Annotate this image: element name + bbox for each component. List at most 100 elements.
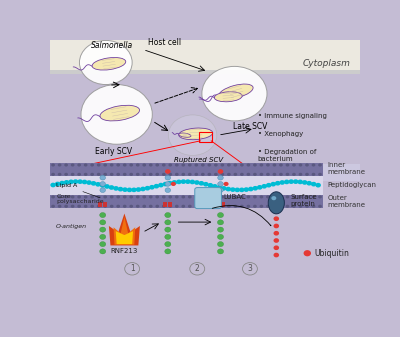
Ellipse shape xyxy=(268,192,284,214)
Circle shape xyxy=(100,249,106,254)
Circle shape xyxy=(162,163,166,166)
FancyBboxPatch shape xyxy=(195,188,222,209)
Text: 3: 3 xyxy=(248,264,252,273)
Text: Ubiquitin: Ubiquitin xyxy=(314,249,349,258)
Circle shape xyxy=(182,205,185,208)
Circle shape xyxy=(100,227,106,232)
Circle shape xyxy=(201,163,205,166)
Circle shape xyxy=(113,186,119,191)
Circle shape xyxy=(214,163,218,166)
Circle shape xyxy=(234,205,237,208)
Circle shape xyxy=(185,179,191,184)
Ellipse shape xyxy=(179,128,213,140)
Text: O-antigen: O-antigen xyxy=(56,224,87,229)
Circle shape xyxy=(305,163,309,166)
Circle shape xyxy=(208,183,213,188)
Circle shape xyxy=(292,195,296,198)
Text: Ruptured SCV: Ruptured SCV xyxy=(174,157,223,163)
Text: Outer
membrane: Outer membrane xyxy=(328,195,366,208)
Circle shape xyxy=(136,163,140,166)
Circle shape xyxy=(165,249,171,254)
Circle shape xyxy=(274,231,279,236)
FancyBboxPatch shape xyxy=(168,202,172,207)
Circle shape xyxy=(194,173,198,176)
Circle shape xyxy=(188,205,192,208)
Circle shape xyxy=(230,187,236,192)
Circle shape xyxy=(100,175,106,180)
Circle shape xyxy=(274,224,279,228)
Circle shape xyxy=(299,173,302,176)
Circle shape xyxy=(171,182,176,186)
Circle shape xyxy=(155,205,159,208)
Text: • Xenophagy: • Xenophagy xyxy=(258,131,303,137)
Circle shape xyxy=(77,205,81,208)
Circle shape xyxy=(214,205,218,208)
Circle shape xyxy=(129,173,133,176)
Bar xyxy=(50,70,360,74)
Circle shape xyxy=(194,163,198,166)
Circle shape xyxy=(203,182,209,187)
Circle shape xyxy=(64,205,68,208)
Text: 1: 1 xyxy=(130,264,134,273)
Circle shape xyxy=(284,180,290,184)
Circle shape xyxy=(227,173,231,176)
Circle shape xyxy=(208,205,211,208)
Bar xyxy=(50,40,360,71)
Circle shape xyxy=(129,195,133,198)
Bar xyxy=(50,164,360,181)
Circle shape xyxy=(262,184,267,189)
Circle shape xyxy=(299,163,302,166)
Ellipse shape xyxy=(214,92,242,102)
Polygon shape xyxy=(109,214,140,245)
Circle shape xyxy=(123,163,126,166)
Circle shape xyxy=(145,186,150,190)
Circle shape xyxy=(175,173,179,176)
Circle shape xyxy=(188,195,192,198)
Circle shape xyxy=(175,205,179,208)
Circle shape xyxy=(292,163,296,166)
Circle shape xyxy=(162,205,166,208)
Circle shape xyxy=(286,163,289,166)
Polygon shape xyxy=(114,217,135,245)
Circle shape xyxy=(97,173,100,176)
Circle shape xyxy=(81,85,152,144)
Circle shape xyxy=(234,163,237,166)
Circle shape xyxy=(218,182,223,186)
Circle shape xyxy=(103,205,107,208)
Circle shape xyxy=(279,173,283,176)
Circle shape xyxy=(131,187,137,192)
Circle shape xyxy=(90,163,94,166)
Circle shape xyxy=(220,163,224,166)
FancyArrowPatch shape xyxy=(212,206,271,226)
Circle shape xyxy=(312,205,315,208)
Circle shape xyxy=(167,181,173,185)
Circle shape xyxy=(103,195,107,198)
Circle shape xyxy=(288,179,294,184)
Circle shape xyxy=(168,205,172,208)
Circle shape xyxy=(299,195,302,198)
Circle shape xyxy=(218,242,224,247)
Circle shape xyxy=(77,179,83,184)
Circle shape xyxy=(165,175,170,180)
Circle shape xyxy=(260,163,263,166)
Circle shape xyxy=(220,195,224,198)
Circle shape xyxy=(279,163,283,166)
Circle shape xyxy=(168,173,172,176)
Circle shape xyxy=(318,205,322,208)
Circle shape xyxy=(297,180,303,184)
Circle shape xyxy=(240,205,244,208)
Text: Late SCV: Late SCV xyxy=(233,122,267,131)
Text: • Immune signaling: • Immune signaling xyxy=(258,113,326,119)
Circle shape xyxy=(51,195,55,198)
Circle shape xyxy=(311,182,316,186)
Circle shape xyxy=(220,205,224,208)
Circle shape xyxy=(104,184,110,189)
Circle shape xyxy=(266,163,270,166)
Circle shape xyxy=(279,205,283,208)
Circle shape xyxy=(122,187,128,192)
Circle shape xyxy=(100,242,106,247)
Circle shape xyxy=(239,187,244,192)
Circle shape xyxy=(248,187,254,191)
Circle shape xyxy=(64,173,68,176)
Circle shape xyxy=(165,220,171,225)
